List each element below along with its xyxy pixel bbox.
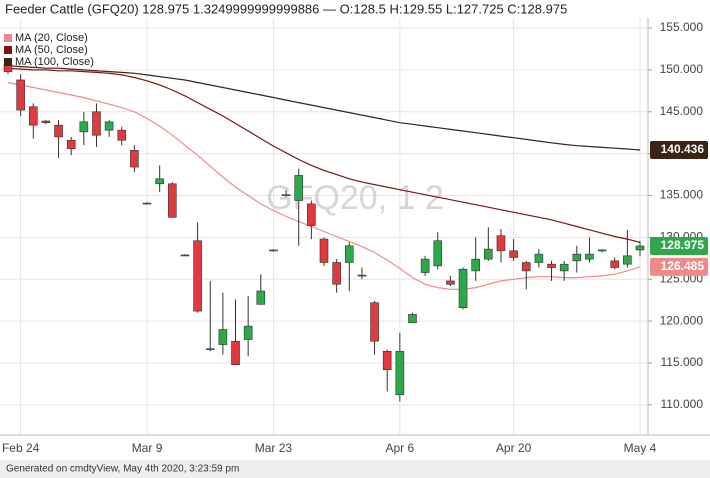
- legend-label: MA (20, Close): [15, 32, 88, 44]
- legend-label: MA (100, Close): [15, 56, 94, 68]
- candle-body: [168, 183, 177, 218]
- candle-body: [623, 255, 632, 265]
- candle-body: [256, 290, 266, 305]
- candle-body: [180, 254, 190, 257]
- footer: Generated on cmdtyView, May 4th 2020, 3:…: [6, 464, 239, 475]
- candle-body: [231, 340, 240, 365]
- candle-body: [66, 139, 76, 149]
- candle-body: [344, 245, 354, 263]
- candle-body: [458, 268, 468, 309]
- y-tick-label: 110.000: [661, 397, 704, 411]
- candle-body: [357, 274, 367, 277]
- x-tick-label: Apr 20: [496, 441, 532, 455]
- y-tick-label: 155.000: [660, 20, 704, 34]
- candle-body: [547, 263, 556, 268]
- candle-body: [79, 121, 89, 133]
- candle-body: [534, 253, 544, 263]
- candle-body: [332, 262, 341, 285]
- legend-swatch: [4, 58, 12, 66]
- ma-line: [7, 65, 641, 151]
- candle-body: [635, 245, 645, 251]
- candle-body: [307, 203, 316, 226]
- legend-swatch: [4, 46, 12, 54]
- candle-body: [395, 350, 405, 396]
- candle-body: [496, 235, 506, 252]
- legend: MA (20, Close)MA (50, Close)MA (100, Clo…: [4, 32, 94, 68]
- legend-label: MA (50, Close): [15, 44, 88, 56]
- candle-body: [41, 120, 51, 123]
- candle-body: [16, 79, 25, 111]
- price-label: 128.975: [661, 238, 705, 252]
- candle-body: [54, 124, 63, 138]
- candle-body: [610, 260, 620, 268]
- candle-body: [218, 329, 228, 345]
- candle-body: [446, 280, 455, 285]
- watermark: GFQ20, 1 2: [266, 179, 444, 217]
- ma-line: [7, 81, 641, 290]
- price-label: 126.485: [661, 259, 705, 273]
- candle-body: [585, 253, 594, 260]
- candle-body: [521, 262, 531, 272]
- candle-body: [92, 111, 101, 136]
- price-label: 140.436: [661, 142, 705, 156]
- candle-body: [319, 238, 329, 263]
- y-tick-label: 115.000: [661, 355, 704, 369]
- candle-body: [433, 240, 443, 267]
- header: [0, 0, 710, 18]
- price-labels: 140.436 128.975 126.485: [650, 140, 708, 276]
- legend-swatch: [4, 34, 12, 42]
- candle-body: [370, 302, 379, 342]
- candle-body: [28, 106, 38, 126]
- x-tick-label: Mar 9: [132, 441, 163, 455]
- price-label-box: [650, 236, 708, 255]
- marks: [3, 61, 645, 402]
- candle-body: [130, 150, 139, 168]
- ma-line: [7, 67, 641, 243]
- candle-body: [597, 249, 607, 252]
- y-tick-label: 145.000: [660, 104, 704, 118]
- x-tick-label: Mar 23: [255, 441, 293, 455]
- candle-body: [559, 263, 569, 272]
- price-label-box: [650, 257, 708, 276]
- candle-body: [117, 129, 127, 141]
- candle-body: [572, 253, 582, 262]
- candle-body: [142, 202, 152, 205]
- price-label-box: [650, 140, 708, 159]
- grid: 110.000115.000120.000125.000130.000135.0…: [0, 18, 703, 455]
- y-tick-label: 120.000: [660, 313, 704, 327]
- candle-body: [269, 249, 278, 252]
- candle-body: [104, 121, 114, 131]
- candle-body: [294, 175, 304, 201]
- candle-body: [243, 325, 253, 340]
- candle-body: [155, 178, 164, 185]
- candle-body: [408, 314, 417, 324]
- x-tick-label: Apr 6: [385, 441, 414, 455]
- candle-body: [382, 350, 392, 370]
- candle-body: [471, 258, 480, 272]
- candle-body: [509, 250, 518, 258]
- candle-body: [281, 194, 291, 196]
- y-tick-label: 150.000: [660, 62, 704, 76]
- candle-body: [420, 258, 430, 273]
- y-tick-label: 135.000: [660, 188, 704, 202]
- candle-body: [484, 248, 493, 260]
- x-tick-label: May 4: [624, 441, 657, 455]
- candle-body: [205, 348, 215, 351]
- footer-bar: [0, 460, 710, 478]
- candle-body: [193, 240, 202, 312]
- chart-title: Feeder Cattle (GFQ20) 128.975 1.32499999…: [5, 1, 567, 16]
- x-tick-label: Feb 24: [2, 441, 40, 455]
